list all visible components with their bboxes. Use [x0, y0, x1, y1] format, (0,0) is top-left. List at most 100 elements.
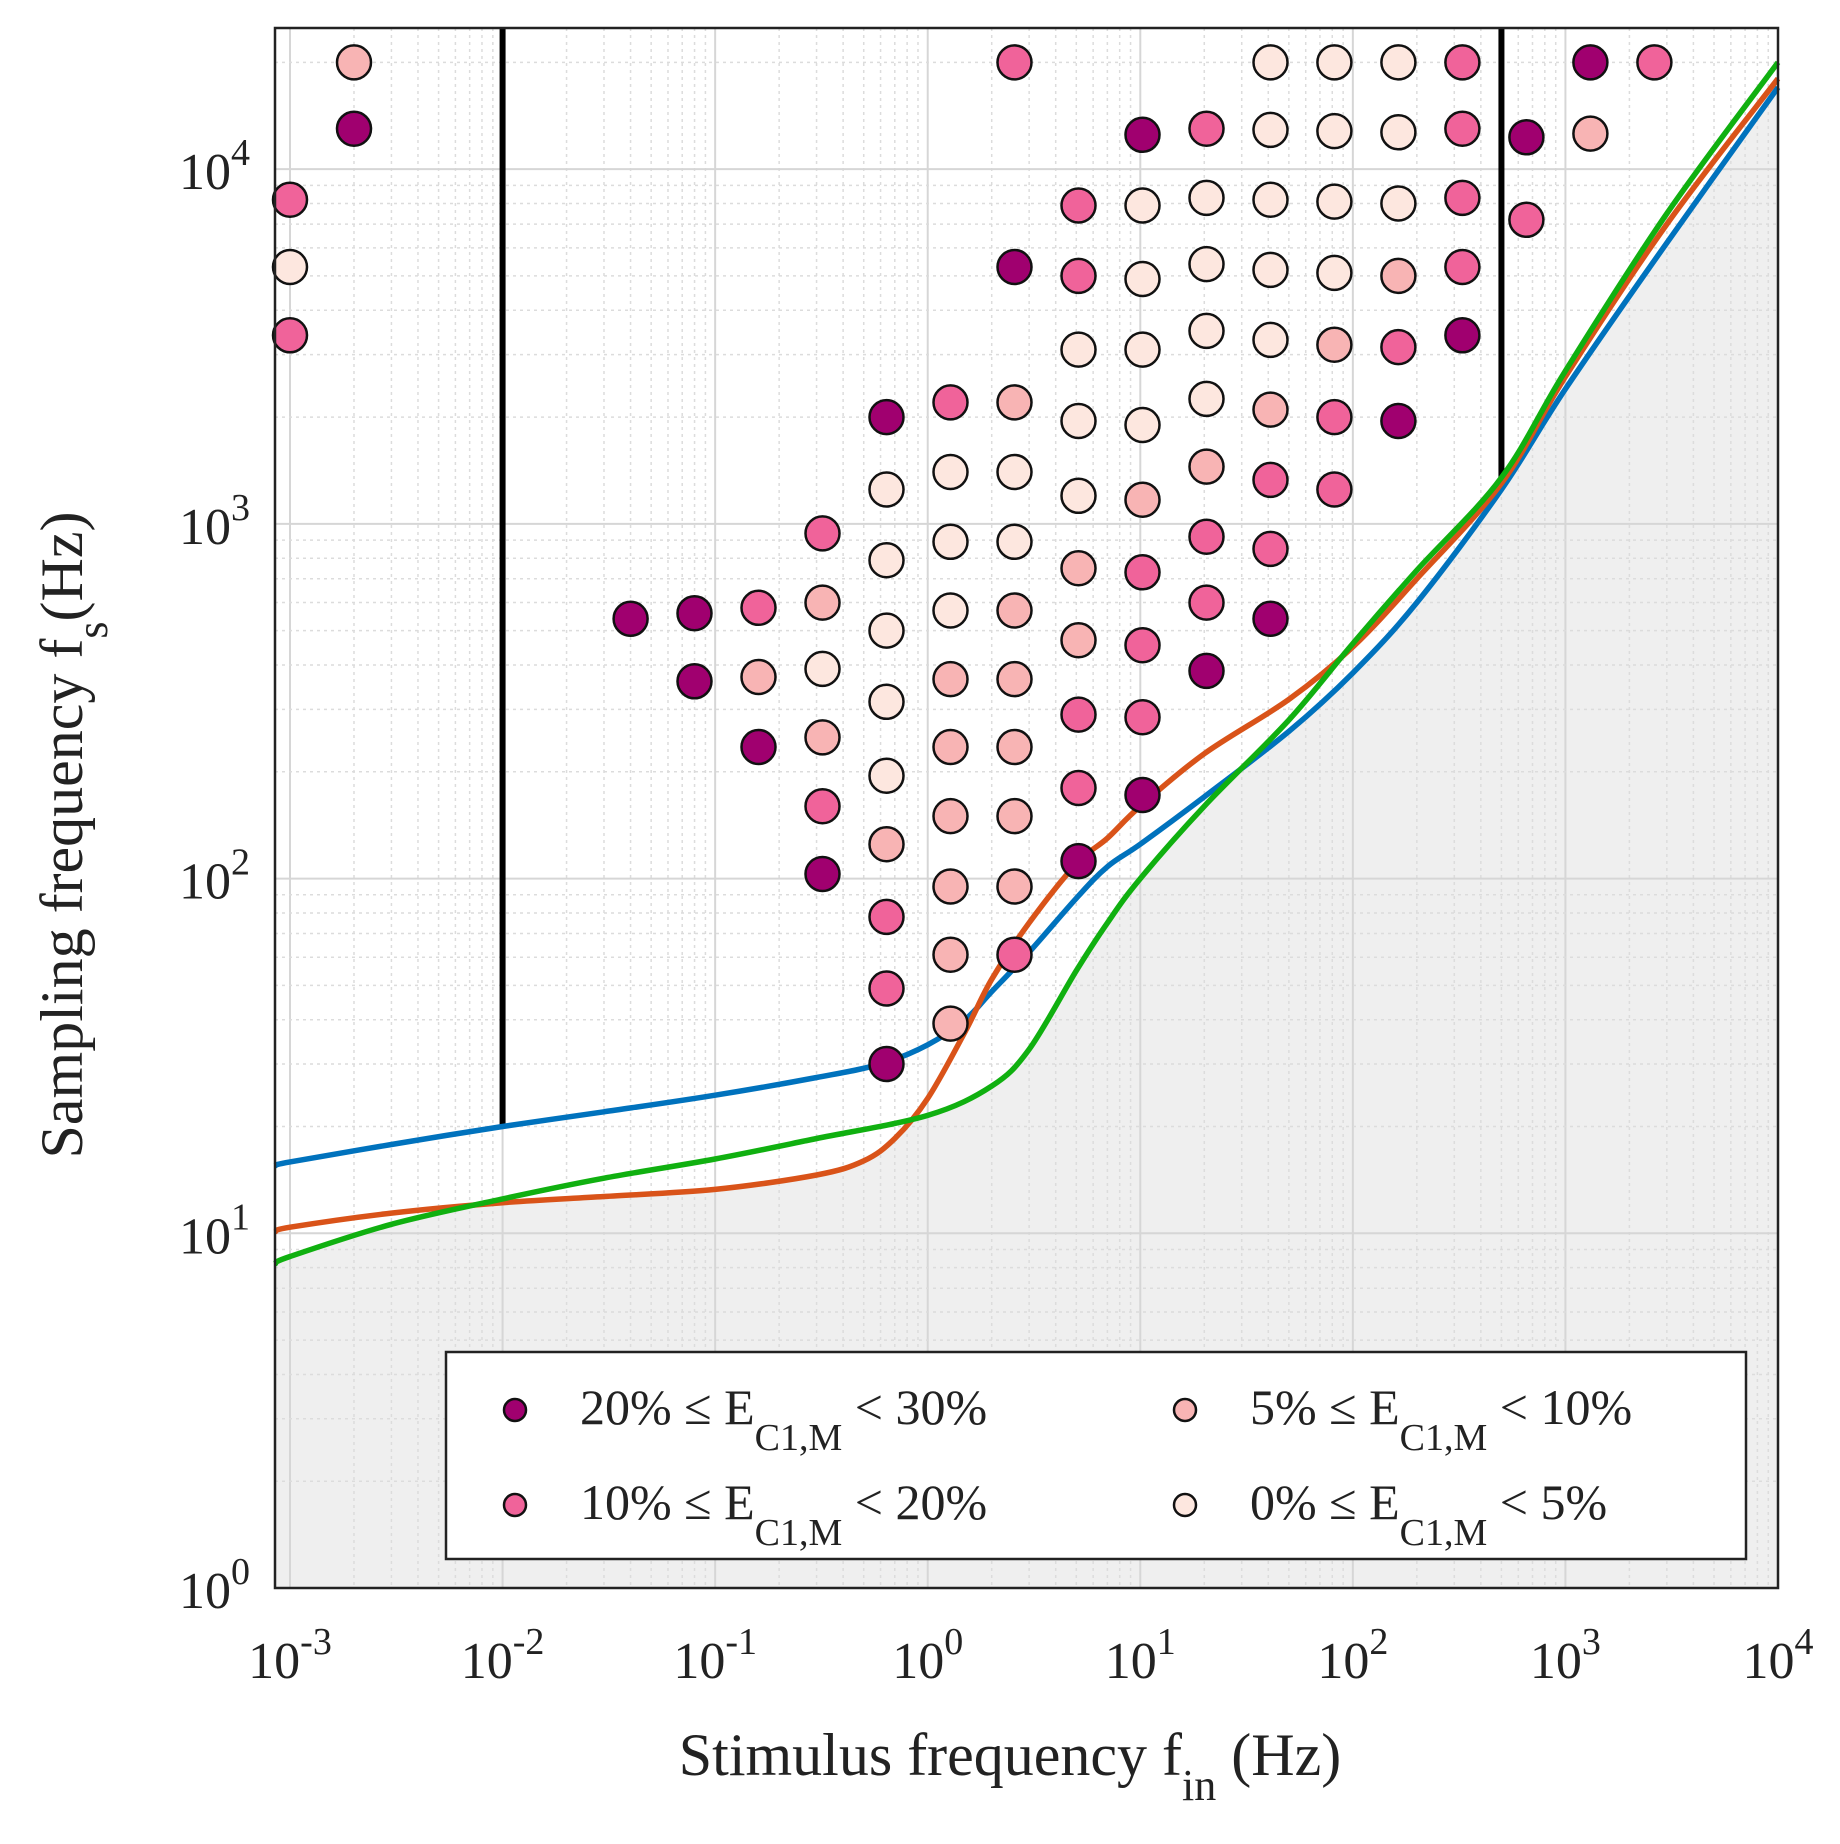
- data-point-c20: [740, 728, 777, 766]
- data-point-c10: [1508, 201, 1545, 239]
- y-tick-label: 103: [179, 487, 250, 556]
- data-point-c10: [1188, 584, 1225, 621]
- data-point-c0: [1380, 185, 1417, 222]
- data-point-c0: [1380, 44, 1417, 81]
- data-point-c20: [676, 663, 713, 700]
- axes-box: [273, 26, 1780, 1590]
- data-point-c0: [1316, 183, 1353, 220]
- data-point-c5: [996, 868, 1033, 905]
- x-axis-label: Stimulus frequency fin (Hz): [679, 1722, 1341, 1810]
- data-point-c0: [1380, 114, 1417, 151]
- data-point-c10: [1444, 44, 1481, 81]
- data-point-c20: [1060, 842, 1097, 880]
- data-point-c10: [1316, 398, 1353, 436]
- curve-orange: [272, 76, 1781, 1235]
- data-point-c0: [868, 541, 905, 579]
- data-point-c0: [1188, 245, 1225, 283]
- x-tick-base: 10: [1743, 1633, 1795, 1690]
- data-point-c0: [996, 523, 1033, 561]
- legend-box: [444, 1350, 1748, 1561]
- data-point-c10: [1060, 769, 1097, 807]
- data-point-c10: [1060, 257, 1097, 295]
- y-tick-label: 102: [179, 842, 250, 911]
- legend-label-pre: 5% ≤ E: [1250, 1379, 1400, 1435]
- data-point-c10: [1636, 44, 1673, 81]
- data-point-c10: [1188, 518, 1225, 555]
- legend-marker-c0: [1172, 1492, 1198, 1518]
- data-point-c5: [932, 728, 969, 766]
- data-point-c5: [996, 592, 1033, 629]
- legend-label-post: < 30%: [842, 1379, 987, 1435]
- data-point-c5: [932, 660, 969, 698]
- data-point-c5: [1124, 481, 1161, 518]
- x-tick-exponent: 1: [1157, 1621, 1176, 1663]
- data-point-c20: [1508, 119, 1545, 156]
- x-tick-base: 10: [1317, 1633, 1369, 1690]
- x-tick-base: 10: [892, 1633, 944, 1690]
- x-tick-label: 10-2: [461, 1621, 545, 1690]
- x-tick-label: 10-3: [248, 1621, 332, 1690]
- boundary-curves: [272, 60, 1781, 1267]
- data-point-c0: [1252, 251, 1289, 289]
- data-point-c0: [1124, 406, 1161, 444]
- data-point-c10: [1444, 248, 1481, 286]
- x-axis-label-tail: (Hz): [1216, 1722, 1341, 1788]
- y-tick-base: 10: [179, 1208, 231, 1265]
- data-point-c5: [932, 797, 969, 835]
- legend-marker-c20: [502, 1397, 528, 1423]
- data-point-c10: [804, 787, 841, 825]
- data-point-c10: [1060, 187, 1097, 224]
- data-point-c20: [1380, 402, 1417, 440]
- legend-label-c10: 10% ≤ EC1,M < 20%: [580, 1474, 987, 1554]
- data-point-c20: [335, 110, 373, 147]
- y-axis-label-sub: s: [68, 621, 117, 638]
- data-point-c0: [1060, 331, 1097, 368]
- data-point-c0: [804, 650, 841, 688]
- data-point-c10: [1252, 461, 1289, 499]
- x-tick-base: 10: [461, 1633, 513, 1690]
- data-point-c10: [932, 384, 969, 421]
- data-point-c0: [868, 471, 905, 508]
- x-tick-exponent: 3: [1582, 1621, 1601, 1663]
- data-point-c0: [868, 612, 905, 649]
- data-point-c0: [1124, 331, 1161, 368]
- legend-label-pre: 0% ≤ E: [1250, 1474, 1400, 1530]
- data-point-c0: [1252, 321, 1289, 359]
- y-tick-exponent: 4: [231, 132, 250, 174]
- y-tick-base: 10: [179, 499, 231, 556]
- data-point-c20: [868, 398, 905, 436]
- legend-label-pre: 20% ≤ E: [580, 1379, 755, 1435]
- x-axis-label-main: Stimulus frequency f: [679, 1722, 1182, 1788]
- x-tick-label: 10-1: [673, 1621, 757, 1690]
- x-tick-labels: 10-3 10-2 10-1 100 101 102 103 104: [248, 1621, 1813, 1690]
- data-point-c0: [1316, 44, 1353, 81]
- data-point-c5: [932, 868, 969, 905]
- data-point-c20: [996, 248, 1033, 286]
- data-point-c0: [932, 592, 969, 629]
- data-point-c20: [676, 594, 713, 632]
- data-point-c0: [868, 757, 905, 794]
- x-tick-label: 102: [1317, 1621, 1388, 1690]
- legend-label-c20: 20% ≤ EC1,M < 30%: [580, 1379, 987, 1459]
- data-point-c10: [804, 515, 841, 552]
- data-point-c5: [996, 797, 1033, 835]
- legend-marker-c5: [1172, 1397, 1198, 1423]
- x-axis-label-sub: in: [1182, 1761, 1216, 1810]
- data-point-c10: [1124, 698, 1161, 736]
- y-tick-exponent: 1: [231, 1196, 250, 1238]
- data-point-c10: [868, 970, 905, 1007]
- data-point-c5: [740, 658, 777, 696]
- data-point-c0: [1252, 44, 1289, 81]
- data-point-c0: [1188, 380, 1225, 418]
- legend-label-sub: C1,M: [755, 1417, 843, 1459]
- y-tick-base: 10: [179, 1563, 231, 1620]
- data-point-c5: [335, 44, 373, 81]
- data-point-c0: [1316, 254, 1353, 292]
- y-tick-label: 104: [179, 132, 250, 201]
- y-tick-label: 100: [179, 1551, 250, 1620]
- x-tick-exponent: -2: [513, 1621, 545, 1663]
- y-tick-exponent: 3: [231, 487, 250, 529]
- curve-green: [272, 60, 1781, 1267]
- axes-frame: [273, 26, 1780, 1590]
